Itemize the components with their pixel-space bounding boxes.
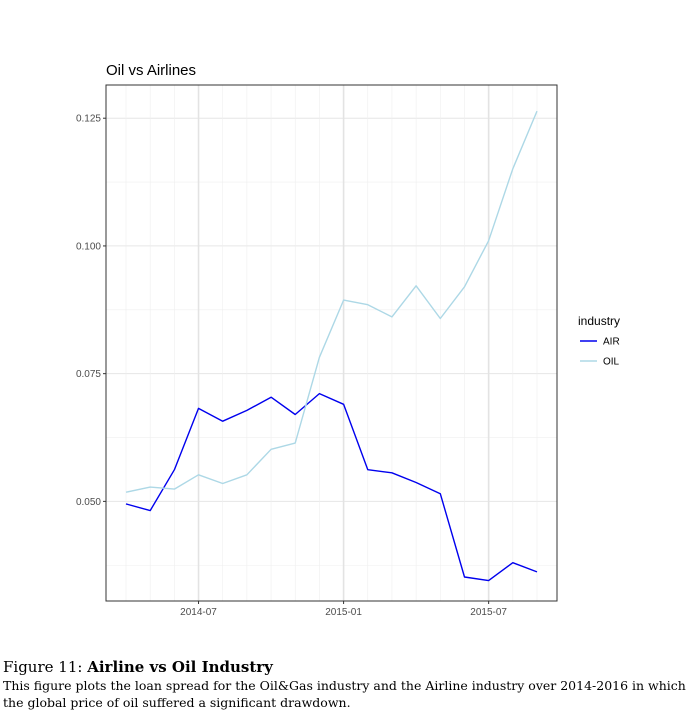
tick-label-x: 2015-07 [470, 607, 507, 618]
legend: industry AIR OIL [578, 314, 620, 368]
chart: Oil vs Airlines 0.050 0.075 0.100 0.125 2014… [76, 62, 620, 618]
tick-label-y: 0.050 [76, 497, 101, 508]
axis-layer: 0.050 0.075 0.100 0.125 2014-07 2015-01 2015-0… [76, 114, 507, 618]
caption-label: Figure 11: [3, 658, 83, 676]
tick-label-x: 2015-01 [325, 607, 362, 618]
tick-label-y: 0.125 [76, 114, 101, 125]
caption-text: This figure plots the loan spread for th… [3, 678, 686, 710]
series-line-air [125, 392, 538, 582]
legend-title: industry [578, 314, 620, 328]
chart-title: Oil vs Airlines [106, 62, 196, 79]
tick-label-y: 0.100 [76, 241, 101, 252]
figure-caption: Figure 11: Airline vs Oil Industry This … [3, 657, 687, 711]
series-line-oil [125, 110, 538, 493]
legend-label-oil: OIL [603, 357, 620, 368]
caption-title: Airline vs Oil Industry [87, 658, 273, 676]
grid [106, 85, 557, 601]
tick-label-x: 2014-07 [180, 607, 217, 618]
tick-label-y: 0.075 [76, 369, 101, 380]
series-layer [125, 110, 538, 582]
legend-label-air: AIR [603, 337, 620, 348]
plot-frame [105, 84, 558, 602]
legend-items: AIR OIL [580, 337, 620, 368]
